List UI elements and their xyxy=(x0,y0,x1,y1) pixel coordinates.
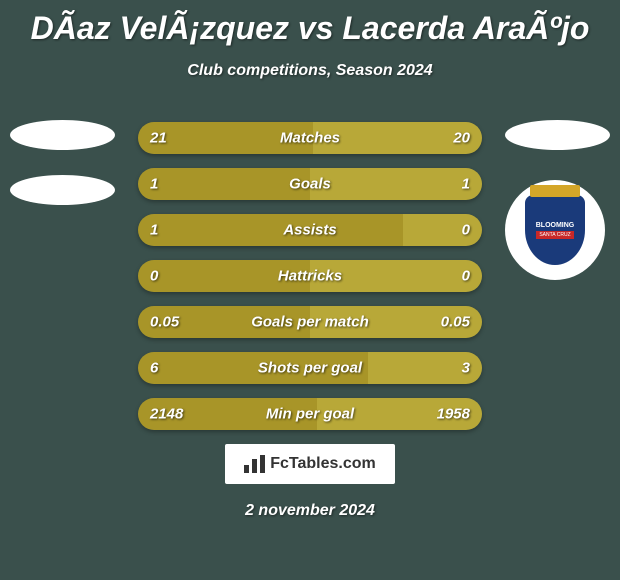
stat-row: Matches 21 20 xyxy=(138,122,482,154)
crown-icon xyxy=(530,185,580,197)
brand-text: FcTables.com xyxy=(270,455,376,473)
stat-row: Min per goal 2148 1958 xyxy=(138,398,482,430)
stat-value-left: 0.05 xyxy=(150,314,179,331)
stat-value-right: 0.05 xyxy=(441,314,470,331)
team-logo-placeholder xyxy=(505,120,610,150)
stat-value-right: 0 xyxy=(462,268,470,285)
stat-value-left: 1 xyxy=(150,176,158,193)
stat-value-left: 1 xyxy=(150,222,158,239)
page-title: DÃ­az VelÃ¡zquez vs Lacerda AraÃºjo xyxy=(0,0,620,47)
stat-label: Goals xyxy=(289,176,331,193)
team-badge: BLOOMING SANTA CRUZ xyxy=(505,180,605,280)
date-text: 2 november 2024 xyxy=(245,502,375,520)
stat-value-left: 0 xyxy=(150,268,158,285)
team-logo-placeholder xyxy=(10,120,115,150)
stat-bar-left xyxy=(138,168,310,200)
stat-bar-right xyxy=(403,214,482,246)
stat-value-right: 1 xyxy=(462,176,470,193)
stats-container: Matches 21 20 Goals 1 1 Assists 1 0 Hattricks 0 0 Go… xyxy=(138,122,482,444)
stat-value-right: 1958 xyxy=(437,406,470,423)
stat-value-right: 3 xyxy=(462,360,470,377)
badge-banner: SANTA CRUZ xyxy=(536,231,573,239)
stat-row: Hattricks 0 0 xyxy=(138,260,482,292)
stat-label: Matches xyxy=(280,130,340,147)
subtitle: Club competitions, Season 2024 xyxy=(0,62,620,80)
stat-row: Goals per match 0.05 0.05 xyxy=(138,306,482,338)
stat-bar-right xyxy=(310,168,482,200)
stat-value-left: 6 xyxy=(150,360,158,377)
left-team-logos xyxy=(10,120,115,230)
stat-label: Hattricks xyxy=(278,268,342,285)
stat-label: Goals per match xyxy=(251,314,369,331)
right-team-logos: BLOOMING SANTA CRUZ xyxy=(505,120,610,280)
stat-row: Assists 1 0 xyxy=(138,214,482,246)
stat-label: Min per goal xyxy=(266,406,354,423)
stat-value-left: 2148 xyxy=(150,406,183,423)
stat-value-right: 0 xyxy=(462,222,470,239)
stat-row: Goals 1 1 xyxy=(138,168,482,200)
stat-value-left: 21 xyxy=(150,130,167,147)
brand-box: FcTables.com xyxy=(225,444,395,484)
stat-label: Shots per goal xyxy=(258,360,362,377)
stat-label: Assists xyxy=(283,222,336,239)
stat-row: Shots per goal 6 3 xyxy=(138,352,482,384)
team-logo-placeholder xyxy=(10,175,115,205)
stat-bar-left xyxy=(138,214,403,246)
badge-name: BLOOMING xyxy=(536,222,575,229)
stat-value-right: 20 xyxy=(453,130,470,147)
bar-chart-icon xyxy=(244,455,266,473)
